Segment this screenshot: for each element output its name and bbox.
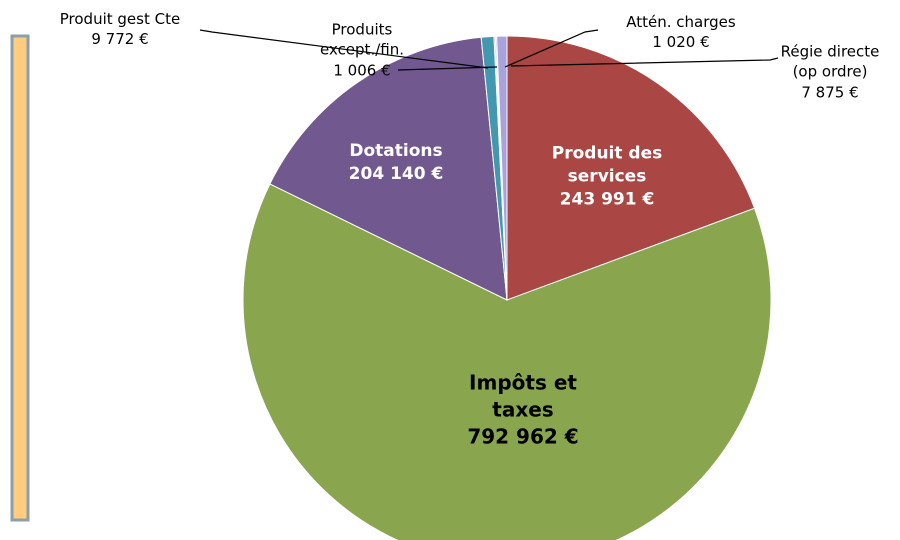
slice-label: Produits except./fin. 1 006 € [302, 20, 422, 81]
category-name: Produit gest Cte [59, 9, 181, 28]
category-name: Régie directe (op ordre) [780, 42, 880, 81]
leader-lines [199, 29, 779, 71]
side-panel [10, 34, 30, 522]
pie-slice [269, 36, 508, 301]
slice-label: Produit gest Cte 9 772 € [30, 9, 210, 50]
slice-label: Attén. charges 1 020 € [596, 12, 766, 53]
slice-label: Impôts et taxes 792 962 € [448, 370, 598, 451]
leader-line [504, 29, 599, 68]
value-label: 1 020 € [652, 33, 710, 51]
value-label: 792 962 € [467, 424, 579, 449]
leader-line [199, 29, 489, 69]
category-name: Produit des services [551, 143, 663, 187]
slices [242, 35, 772, 540]
slice-label: Dotations 204 140 € [331, 140, 461, 186]
slice-label: Produit des services 243 991 € [532, 143, 682, 212]
value-label: 1 006 € [333, 61, 391, 80]
slice-label: Régie directe (op ordre) 7 875 € [775, 42, 885, 103]
value-label: 204 140 € [348, 164, 444, 184]
value-label: 243 991 € [559, 189, 655, 210]
category-name: Dotations [349, 141, 443, 162]
value-label: 9 772 € [91, 30, 149, 48]
category-name: Impôts et taxes [469, 370, 577, 422]
category-name: Attén. charges [626, 12, 736, 31]
pie-slice [496, 35, 508, 301]
value-label: 7 875 € [801, 83, 859, 102]
pie-slice [242, 183, 772, 540]
leader-line [397, 66, 498, 71]
category-name: Produits except./fin. [319, 20, 404, 59]
pie-slice [506, 35, 756, 301]
leader-line [510, 57, 779, 67]
